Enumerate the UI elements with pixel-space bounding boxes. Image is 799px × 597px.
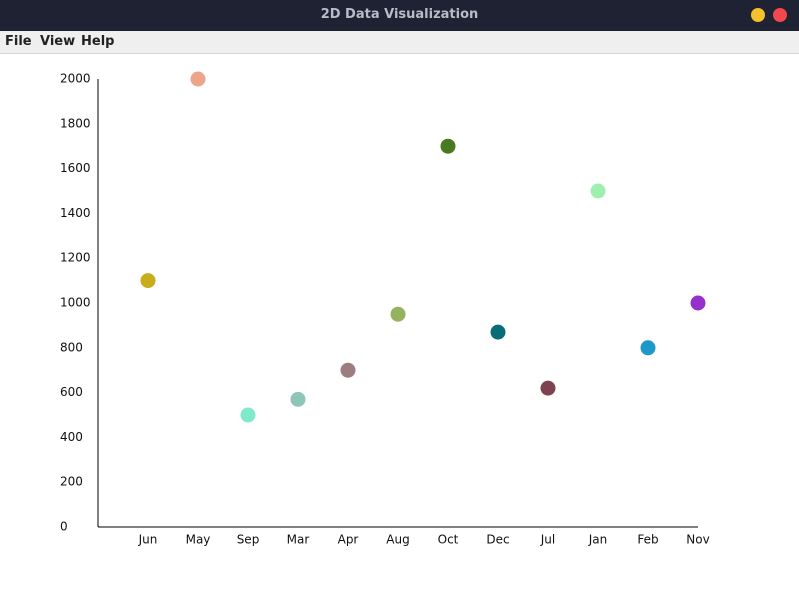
- x-tick-label: Sep: [237, 533, 260, 547]
- point: [590, 183, 606, 199]
- point: [490, 324, 506, 340]
- point: [290, 391, 306, 407]
- point: [640, 340, 656, 356]
- window-title: 2D Data Visualization: [320, 7, 479, 22]
- x-tick-label: Jan: [588, 533, 608, 547]
- title-bar: 2D Data Visualization: [0, 0, 799, 31]
- x-tick-label: Jul: [540, 533, 555, 547]
- point: [440, 138, 456, 154]
- x-tick-label: Feb: [637, 533, 658, 547]
- x-tick-label: Dec: [486, 533, 509, 547]
- menu-file[interactable]: File: [5, 34, 32, 49]
- x-tick-label: Oct: [438, 533, 459, 547]
- y-tick-label: 2000: [60, 72, 91, 86]
- x-tick-label: Aug: [386, 533, 409, 547]
- point: [540, 380, 556, 396]
- y-tick-label: 1600: [60, 161, 91, 175]
- menu-help[interactable]: Help: [81, 34, 115, 49]
- point: [340, 362, 356, 378]
- y-tick-label: 1800: [60, 116, 91, 130]
- minimize-button[interactable]: [751, 8, 765, 22]
- x-tick-label: Apr: [338, 533, 359, 547]
- point: [390, 306, 406, 322]
- y-tick-label: 1000: [60, 296, 91, 310]
- y-tick-label: 200: [60, 475, 83, 489]
- y-tick-label: 600: [60, 385, 83, 399]
- point: [240, 407, 256, 423]
- x-tick-label: Nov: [686, 533, 709, 547]
- y-tick-label: 800: [60, 340, 83, 354]
- x-tick-label: Mar: [287, 533, 310, 547]
- point: [690, 295, 706, 311]
- point: [140, 273, 156, 289]
- y-tick-label: 1200: [60, 251, 91, 265]
- menu-bar: File View Help: [0, 31, 799, 54]
- point: [190, 71, 206, 87]
- x-tick-label: Jun: [138, 533, 158, 547]
- x-tick-label: May: [186, 533, 211, 547]
- close-button[interactable]: [773, 8, 787, 22]
- menu-view[interactable]: View: [40, 34, 76, 49]
- y-tick-label: 0: [60, 520, 68, 534]
- y-tick-label: 1400: [60, 206, 91, 220]
- y-tick-label: 400: [60, 430, 83, 444]
